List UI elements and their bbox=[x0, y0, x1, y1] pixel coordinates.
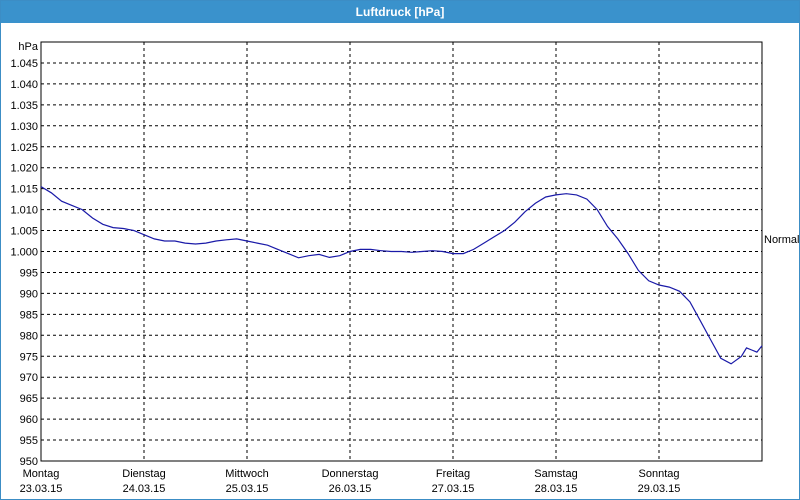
y-tick-label: 980 bbox=[20, 330, 38, 342]
y-tick-label: 960 bbox=[20, 414, 38, 426]
pressure-chart: 1.045 1.040 1.035 1.030 1.025 1.020 1.015 1.010… bbox=[10, 41, 799, 495]
x-tick-date: 25.03.15 bbox=[226, 483, 269, 495]
y-tick-label: 1.010 bbox=[10, 205, 38, 217]
y-tick-label: 1.030 bbox=[10, 121, 38, 133]
x-tick-date: 29.03.15 bbox=[638, 483, 681, 495]
y-axis-label: hPa bbox=[18, 41, 38, 53]
y-tick-label: 1.035 bbox=[10, 100, 38, 112]
x-tick-day: Dienstag bbox=[122, 468, 165, 480]
x-tick-day: Montag bbox=[23, 468, 60, 480]
x-tick-date: 23.03.15 bbox=[20, 483, 63, 495]
x-tick-day: Mittwoch bbox=[225, 468, 268, 480]
x-tick-day: Donnerstag bbox=[322, 468, 379, 480]
y-tick-label: 1.000 bbox=[10, 247, 38, 259]
x-tick-date: 28.03.15 bbox=[535, 483, 578, 495]
y-tick-label: 975 bbox=[20, 351, 38, 363]
window-title: Luftdruck [hPa] bbox=[1, 1, 799, 23]
y-tick-label: 1.025 bbox=[10, 142, 38, 154]
y-tick-label: 955 bbox=[20, 435, 38, 447]
x-tick-day: Freitag bbox=[436, 468, 470, 480]
y-tick-label: 1.045 bbox=[10, 58, 38, 70]
x-tick-date: 27.03.15 bbox=[432, 483, 475, 495]
plot-border bbox=[40, 41, 763, 462]
y-tick-label: 1.040 bbox=[10, 79, 38, 91]
y-tick-label: 965 bbox=[20, 393, 38, 405]
y-tick-label: 995 bbox=[20, 267, 38, 279]
x-tick-day: Samstag bbox=[534, 468, 577, 480]
y-tick-label: 950 bbox=[20, 456, 38, 468]
y-tick-label: 1.005 bbox=[10, 226, 38, 238]
y-tick-label: 1.020 bbox=[10, 163, 38, 175]
x-tick-day: Sonntag bbox=[639, 468, 680, 480]
pressure-series-line bbox=[40, 186, 763, 365]
y-tick-label: 990 bbox=[20, 288, 38, 300]
x-tick-date: 24.03.15 bbox=[123, 483, 166, 495]
y-tick-label: 970 bbox=[20, 372, 38, 384]
x-tick-date: 26.03.15 bbox=[329, 483, 372, 495]
normal-reference-label: Normal bbox=[764, 234, 799, 246]
y-tick-label: 1.015 bbox=[10, 184, 38, 196]
y-tick-label: 985 bbox=[20, 309, 38, 321]
